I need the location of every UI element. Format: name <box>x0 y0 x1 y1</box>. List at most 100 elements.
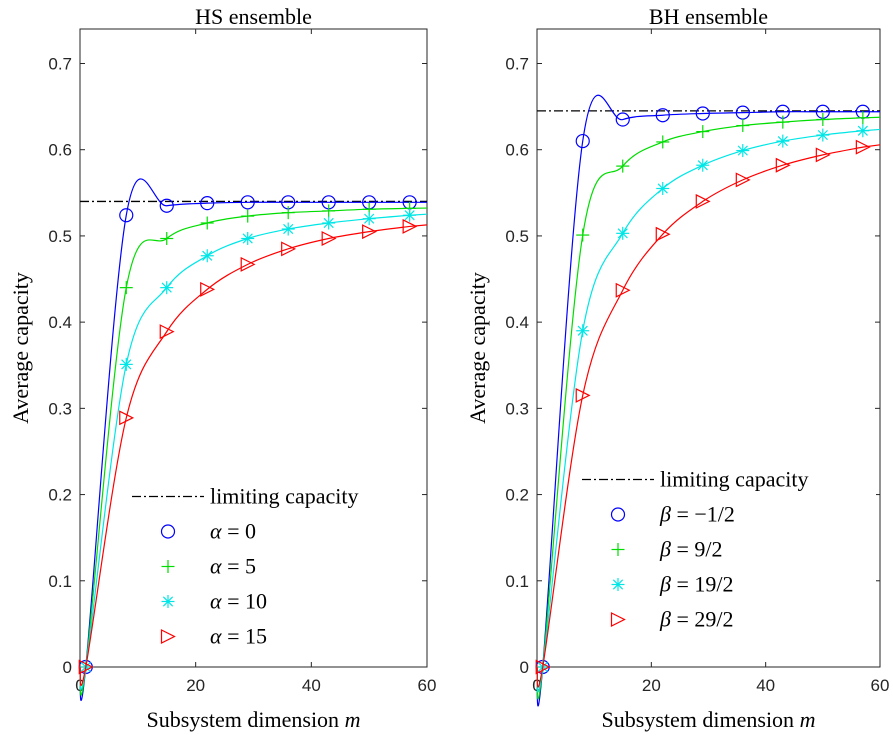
data-point-s1-6 <box>776 115 790 129</box>
series-line-2 <box>79 213 428 690</box>
legend-label-0: α = 0 <box>210 519 256 544</box>
legend-marker-0-shape <box>610 507 626 522</box>
legend-label-2: β = 19/2 <box>659 572 734 597</box>
data-point-s2-5-d2 <box>737 145 748 156</box>
legend-marker-0 <box>160 524 176 539</box>
data-point-s3-8-shape <box>855 139 871 155</box>
y-tick-label: 0 <box>520 658 529 677</box>
data-point-s3-6-shape <box>321 231 337 246</box>
legend-label-3: α = 15 <box>210 624 267 649</box>
legend-label-0: β = −1/2 <box>659 502 735 527</box>
data-point-s3-8 <box>402 218 418 234</box>
data-point-s2-7-d2 <box>364 213 375 224</box>
series-line-0 <box>79 178 427 701</box>
data-point-s2-4-d2 <box>697 160 708 171</box>
data-point-s1-3 <box>656 135 670 149</box>
data-point-s0-4 <box>240 195 255 210</box>
data-point-s2-8-d2 <box>857 125 868 136</box>
data-point-s0-4-shape <box>240 195 255 210</box>
data-point-s3-8-shape <box>402 218 418 234</box>
data-point-s2-8-d2 <box>404 210 415 221</box>
data-point-s2-4-d2 <box>242 233 253 244</box>
data-point-s3-0-shape <box>78 659 94 675</box>
y-axis-label: Average capacity <box>8 272 33 424</box>
legend-marker-2-d2 <box>612 579 624 590</box>
data-point-s2-8 <box>403 208 417 222</box>
data-point-s2-7-d2 <box>817 129 828 141</box>
legend-marker-2 <box>161 595 175 608</box>
data-point-s0-1 <box>119 208 134 223</box>
y-tick-label: 0.6 <box>505 141 529 160</box>
data-point-s2-8 <box>856 124 870 138</box>
legend-label-1: β = 9/2 <box>659 537 723 562</box>
y-tick-label: 0 <box>63 658 72 677</box>
data-point-s3-5-shape <box>281 241 297 257</box>
data-point-s2-5 <box>281 222 295 236</box>
data-point-s2-5-d2 <box>283 223 294 235</box>
y-tick-label: 0.4 <box>48 313 72 332</box>
series-line-0 <box>536 94 880 707</box>
legend-marker-1 <box>161 560 175 573</box>
legend-marker-0-shape <box>160 524 176 539</box>
data-point-s0-1-shape <box>575 133 590 149</box>
data-point-s2-3 <box>200 249 214 263</box>
data-point-s2-7 <box>362 212 376 226</box>
data-point-s2-6-d2 <box>777 135 788 147</box>
legend-marker-3-shape <box>160 629 176 644</box>
data-point-s3-8 <box>855 139 871 155</box>
data-point-s2-4 <box>696 158 710 172</box>
y-tick-label: 0.4 <box>505 313 529 332</box>
data-point-s2-5 <box>736 144 750 158</box>
legend-marker-2 <box>611 578 625 591</box>
legend: limiting capacity α = 0 α = 5 α = 10 α = 15 <box>130 475 412 660</box>
legend-marker-1 <box>611 543 625 556</box>
y-tick-label: 0.3 <box>505 399 529 418</box>
data-point-s2-3-d2 <box>202 250 213 261</box>
legend-box <box>580 458 876 643</box>
data-point-s3-7 <box>362 224 378 240</box>
data-point-s1-6 <box>322 204 336 218</box>
data-point-s1-1 <box>119 281 133 295</box>
x-axis-label: Subsystem dimension m <box>602 707 816 732</box>
data-point-s2-6 <box>322 216 336 230</box>
data-point-s0-2 <box>159 198 174 213</box>
data-point-s3-4-shape <box>695 193 711 209</box>
data-point-s0-4-shape <box>695 106 710 121</box>
data-point-s0-3-shape <box>200 196 215 211</box>
data-point-s3-1-shape <box>119 410 135 426</box>
data-point-s2-6 <box>776 134 790 148</box>
data-point-s3-1 <box>119 410 135 426</box>
data-point-s2-4 <box>241 232 255 246</box>
data-point-s1-4 <box>241 209 255 223</box>
y-tick-label: 0.5 <box>48 227 72 246</box>
data-point-s1-4 <box>696 125 710 139</box>
data-point-s3-4 <box>240 256 256 272</box>
data-point-s1-8 <box>856 111 870 125</box>
data-point-s3-0 <box>535 659 551 675</box>
data-point-s1-3 <box>200 216 214 230</box>
legend-box <box>130 475 412 660</box>
data-point-s2-2-d2 <box>161 282 172 293</box>
legend-marker-0 <box>610 507 626 522</box>
y-tick-label: 0.1 <box>505 572 529 591</box>
data-point-s0-1 <box>575 133 590 149</box>
x-tick-label: 40 <box>302 676 321 695</box>
data-point-s2-6-d2 <box>323 217 334 229</box>
data-point-s2-2 <box>160 281 174 295</box>
y-tick-label: 0.1 <box>48 572 72 591</box>
data-point-s0-2-shape <box>159 198 174 213</box>
data-point-s3-4-shape <box>240 256 256 272</box>
y-tick-label: 0.7 <box>48 54 72 73</box>
data-point-s3-3 <box>200 281 216 297</box>
y-tick-label: 0.7 <box>505 54 529 73</box>
data-point-s2-7 <box>816 128 830 142</box>
data-point-s2-3 <box>656 182 670 195</box>
data-point-s2-1 <box>119 357 133 371</box>
data-point-s3-2 <box>159 324 175 340</box>
data-point-s0-3 <box>200 196 215 211</box>
legend-label-limit: limiting capacity <box>660 467 808 492</box>
data-point-s0-2-shape <box>615 112 630 127</box>
